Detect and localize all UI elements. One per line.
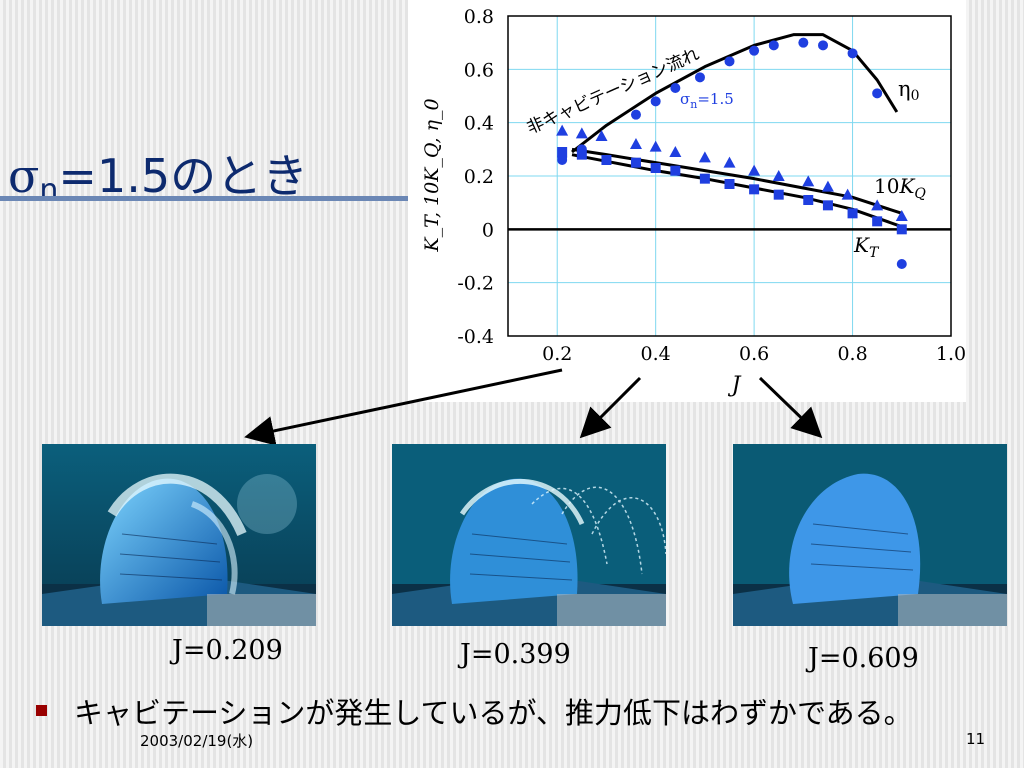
- point-KT: [803, 195, 814, 205]
- bullet-text: キャビテーションが発生しているが、推力低下はわずかである。: [74, 696, 913, 730]
- caption-photo-3: J=0.609: [808, 643, 919, 674]
- point-eta0: [896, 259, 907, 269]
- point-10KQ: [871, 199, 884, 211]
- y-tick-label: 0.6: [464, 59, 494, 81]
- kq-label-sub: Q: [914, 186, 926, 202]
- point-10KQ: [821, 180, 834, 192]
- point-10KQ: [556, 124, 569, 136]
- point-eta0: [630, 109, 641, 120]
- propeller-photo-1-image: [42, 444, 316, 626]
- kt-label: KT: [853, 233, 880, 261]
- point-eta0: [798, 37, 809, 48]
- sigma-annotation-symbol: σ: [680, 90, 690, 108]
- point-KT: [872, 216, 883, 227]
- point-10KQ: [575, 127, 588, 139]
- point-10KQ: [698, 151, 711, 163]
- propeller-photo-1: [42, 444, 316, 626]
- kq-label-symbol: K: [898, 174, 915, 198]
- point-KT: [557, 147, 568, 157]
- page-number: 11: [966, 730, 986, 748]
- title-rest: =1.5のとき: [58, 149, 309, 203]
- x-tick-label: 0.6: [739, 343, 769, 365]
- point-KT: [749, 184, 760, 195]
- x-tick-label: 0.4: [641, 343, 671, 365]
- point-10KQ: [629, 138, 642, 149]
- y-tick-label: 0: [482, 219, 494, 241]
- propeller-photo-3-image: [733, 444, 1007, 626]
- point-10KQ: [841, 188, 854, 200]
- arrow-to-photo-2: [579, 376, 642, 439]
- curve-eta0: [571, 33, 899, 154]
- title-underline: [0, 196, 410, 201]
- measured-markers: [556, 37, 908, 269]
- kt-label-symbol: K: [853, 233, 870, 257]
- point-KT: [699, 173, 710, 184]
- caption-photo-1: J=0.209: [172, 635, 283, 666]
- propeller-photo-3: [733, 444, 1007, 626]
- sigma-annotation-value: =1.5: [697, 90, 733, 108]
- arrow-to-photo-3: [758, 376, 823, 439]
- point-eta0: [768, 40, 779, 51]
- point-10KQ: [802, 175, 815, 187]
- y-tick-label: 0.2: [464, 166, 494, 188]
- point-10KQ: [723, 156, 736, 168]
- point-eta0: [650, 96, 661, 107]
- kt-label-sub: T: [869, 245, 880, 261]
- title-sigma: σ: [8, 149, 40, 203]
- propeller-photo-2-image: [392, 444, 666, 626]
- point-KT: [896, 224, 907, 235]
- eta0-label: η0: [898, 77, 920, 104]
- eta0-label-symbol: η: [898, 77, 911, 101]
- point-10KQ: [649, 140, 662, 152]
- point-eta0: [847, 48, 858, 59]
- point-KT: [650, 163, 661, 173]
- point-KT: [724, 179, 735, 189]
- x-tick-label: 1.0: [936, 343, 966, 365]
- x-tick-label: 0.8: [837, 343, 867, 365]
- point-10KQ: [669, 146, 682, 157]
- chart-panel: 0.8 0.6 0.4 0.2 0 -0.2 -0.4 0.2 0.4 0.6 0.8 1.0 K_…: [408, 0, 966, 402]
- x-axis-label: J: [728, 373, 742, 398]
- y-axis-label: K_T, 10K_Q, η_0: [421, 98, 443, 252]
- point-eta0: [694, 72, 705, 83]
- point-KT: [773, 189, 784, 200]
- y-tick-label: -0.4: [457, 326, 494, 348]
- y-tick-label: -0.2: [457, 273, 494, 295]
- point-KT: [670, 165, 681, 176]
- caption-photo-2: J=0.399: [460, 639, 571, 670]
- kq-label-prefix: 10: [874, 174, 899, 198]
- point-KT: [822, 200, 833, 211]
- sigma-annotation-sub: n: [690, 98, 697, 111]
- point-10KQ: [748, 164, 761, 176]
- eta0-label-sub: 0: [911, 88, 920, 104]
- bullet-marker: [36, 705, 47, 716]
- point-10KQ: [595, 130, 608, 141]
- point-eta0: [872, 88, 883, 99]
- point-eta0: [670, 83, 681, 93]
- plot-frame: [507, 15, 952, 337]
- point-10KQ: [895, 210, 908, 221]
- x-tick-labels: 0.2 0.4 0.6 0.8 1.0: [542, 343, 966, 365]
- y-tick-label: 0.8: [464, 6, 494, 28]
- y-tick-label: 0.4: [464, 113, 494, 135]
- y-tick-labels: 0.8 0.6 0.4 0.2 0 -0.2 -0.4: [457, 6, 494, 348]
- point-eta0: [724, 56, 735, 67]
- point-KT: [847, 208, 858, 219]
- point-10KQ: [772, 170, 785, 181]
- sigma-annotation: σn=1.5: [680, 90, 734, 111]
- point-KT: [601, 155, 612, 165]
- point-eta0: [818, 40, 829, 51]
- x-tick-label: 0.2: [542, 343, 572, 365]
- propeller-photo-2: [392, 444, 666, 626]
- point-KT: [630, 157, 641, 168]
- point-eta0: [749, 45, 760, 56]
- footer-date: 2003/02/19(水): [140, 732, 254, 750]
- point-KT: [576, 149, 587, 160]
- kq-label: 10KQ: [874, 174, 926, 202]
- performance-chart: 0.8 0.6 0.4 0.2 0 -0.2 -0.4 0.2 0.4 0.6 0.8 1.0 K_…: [421, 6, 966, 398]
- arrow-to-photo-1: [244, 368, 563, 446]
